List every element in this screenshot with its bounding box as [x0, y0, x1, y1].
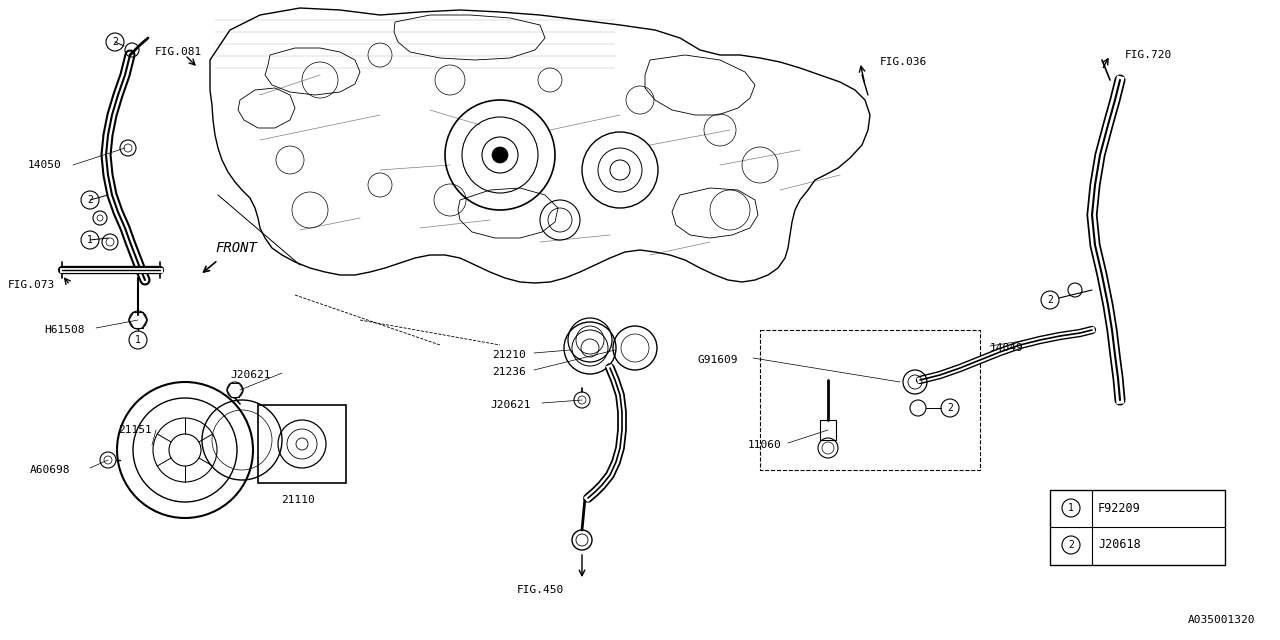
Text: 21236: 21236: [492, 367, 526, 377]
Text: 21151: 21151: [118, 425, 152, 435]
Text: J20621: J20621: [490, 400, 530, 410]
Text: A035001320: A035001320: [1188, 615, 1254, 625]
Text: FIG.450: FIG.450: [516, 585, 563, 595]
Text: A60698: A60698: [29, 465, 70, 475]
Text: G91609: G91609: [698, 355, 739, 365]
Text: 2: 2: [113, 37, 118, 47]
Text: FIG.081: FIG.081: [155, 47, 202, 57]
Text: 11060: 11060: [748, 440, 782, 450]
Text: 1: 1: [136, 335, 141, 345]
Text: J20621: J20621: [230, 370, 270, 380]
Text: 2: 2: [87, 195, 93, 205]
Bar: [259, 405, 346, 483]
Text: 14050: 14050: [28, 160, 61, 170]
Text: 1: 1: [87, 235, 93, 245]
Text: F92209: F92209: [1098, 502, 1140, 515]
Text: FIG.073: FIG.073: [8, 280, 55, 290]
Polygon shape: [210, 8, 870, 283]
Text: FIG.720: FIG.720: [1125, 50, 1172, 60]
Text: J20618: J20618: [1098, 538, 1140, 552]
Text: 2: 2: [947, 403, 952, 413]
Text: FIG.036: FIG.036: [881, 57, 927, 67]
Text: 14049: 14049: [989, 343, 1024, 353]
Text: 2: 2: [1068, 540, 1074, 550]
Text: 1: 1: [1068, 503, 1074, 513]
Circle shape: [492, 147, 508, 163]
Text: 21210: 21210: [492, 350, 526, 360]
Bar: [1050, 490, 1225, 565]
Text: H61508: H61508: [44, 325, 84, 335]
Text: 21110: 21110: [282, 495, 315, 505]
Bar: [820, 420, 836, 440]
Text: FRONT: FRONT: [215, 241, 257, 255]
Text: 2: 2: [1047, 295, 1053, 305]
